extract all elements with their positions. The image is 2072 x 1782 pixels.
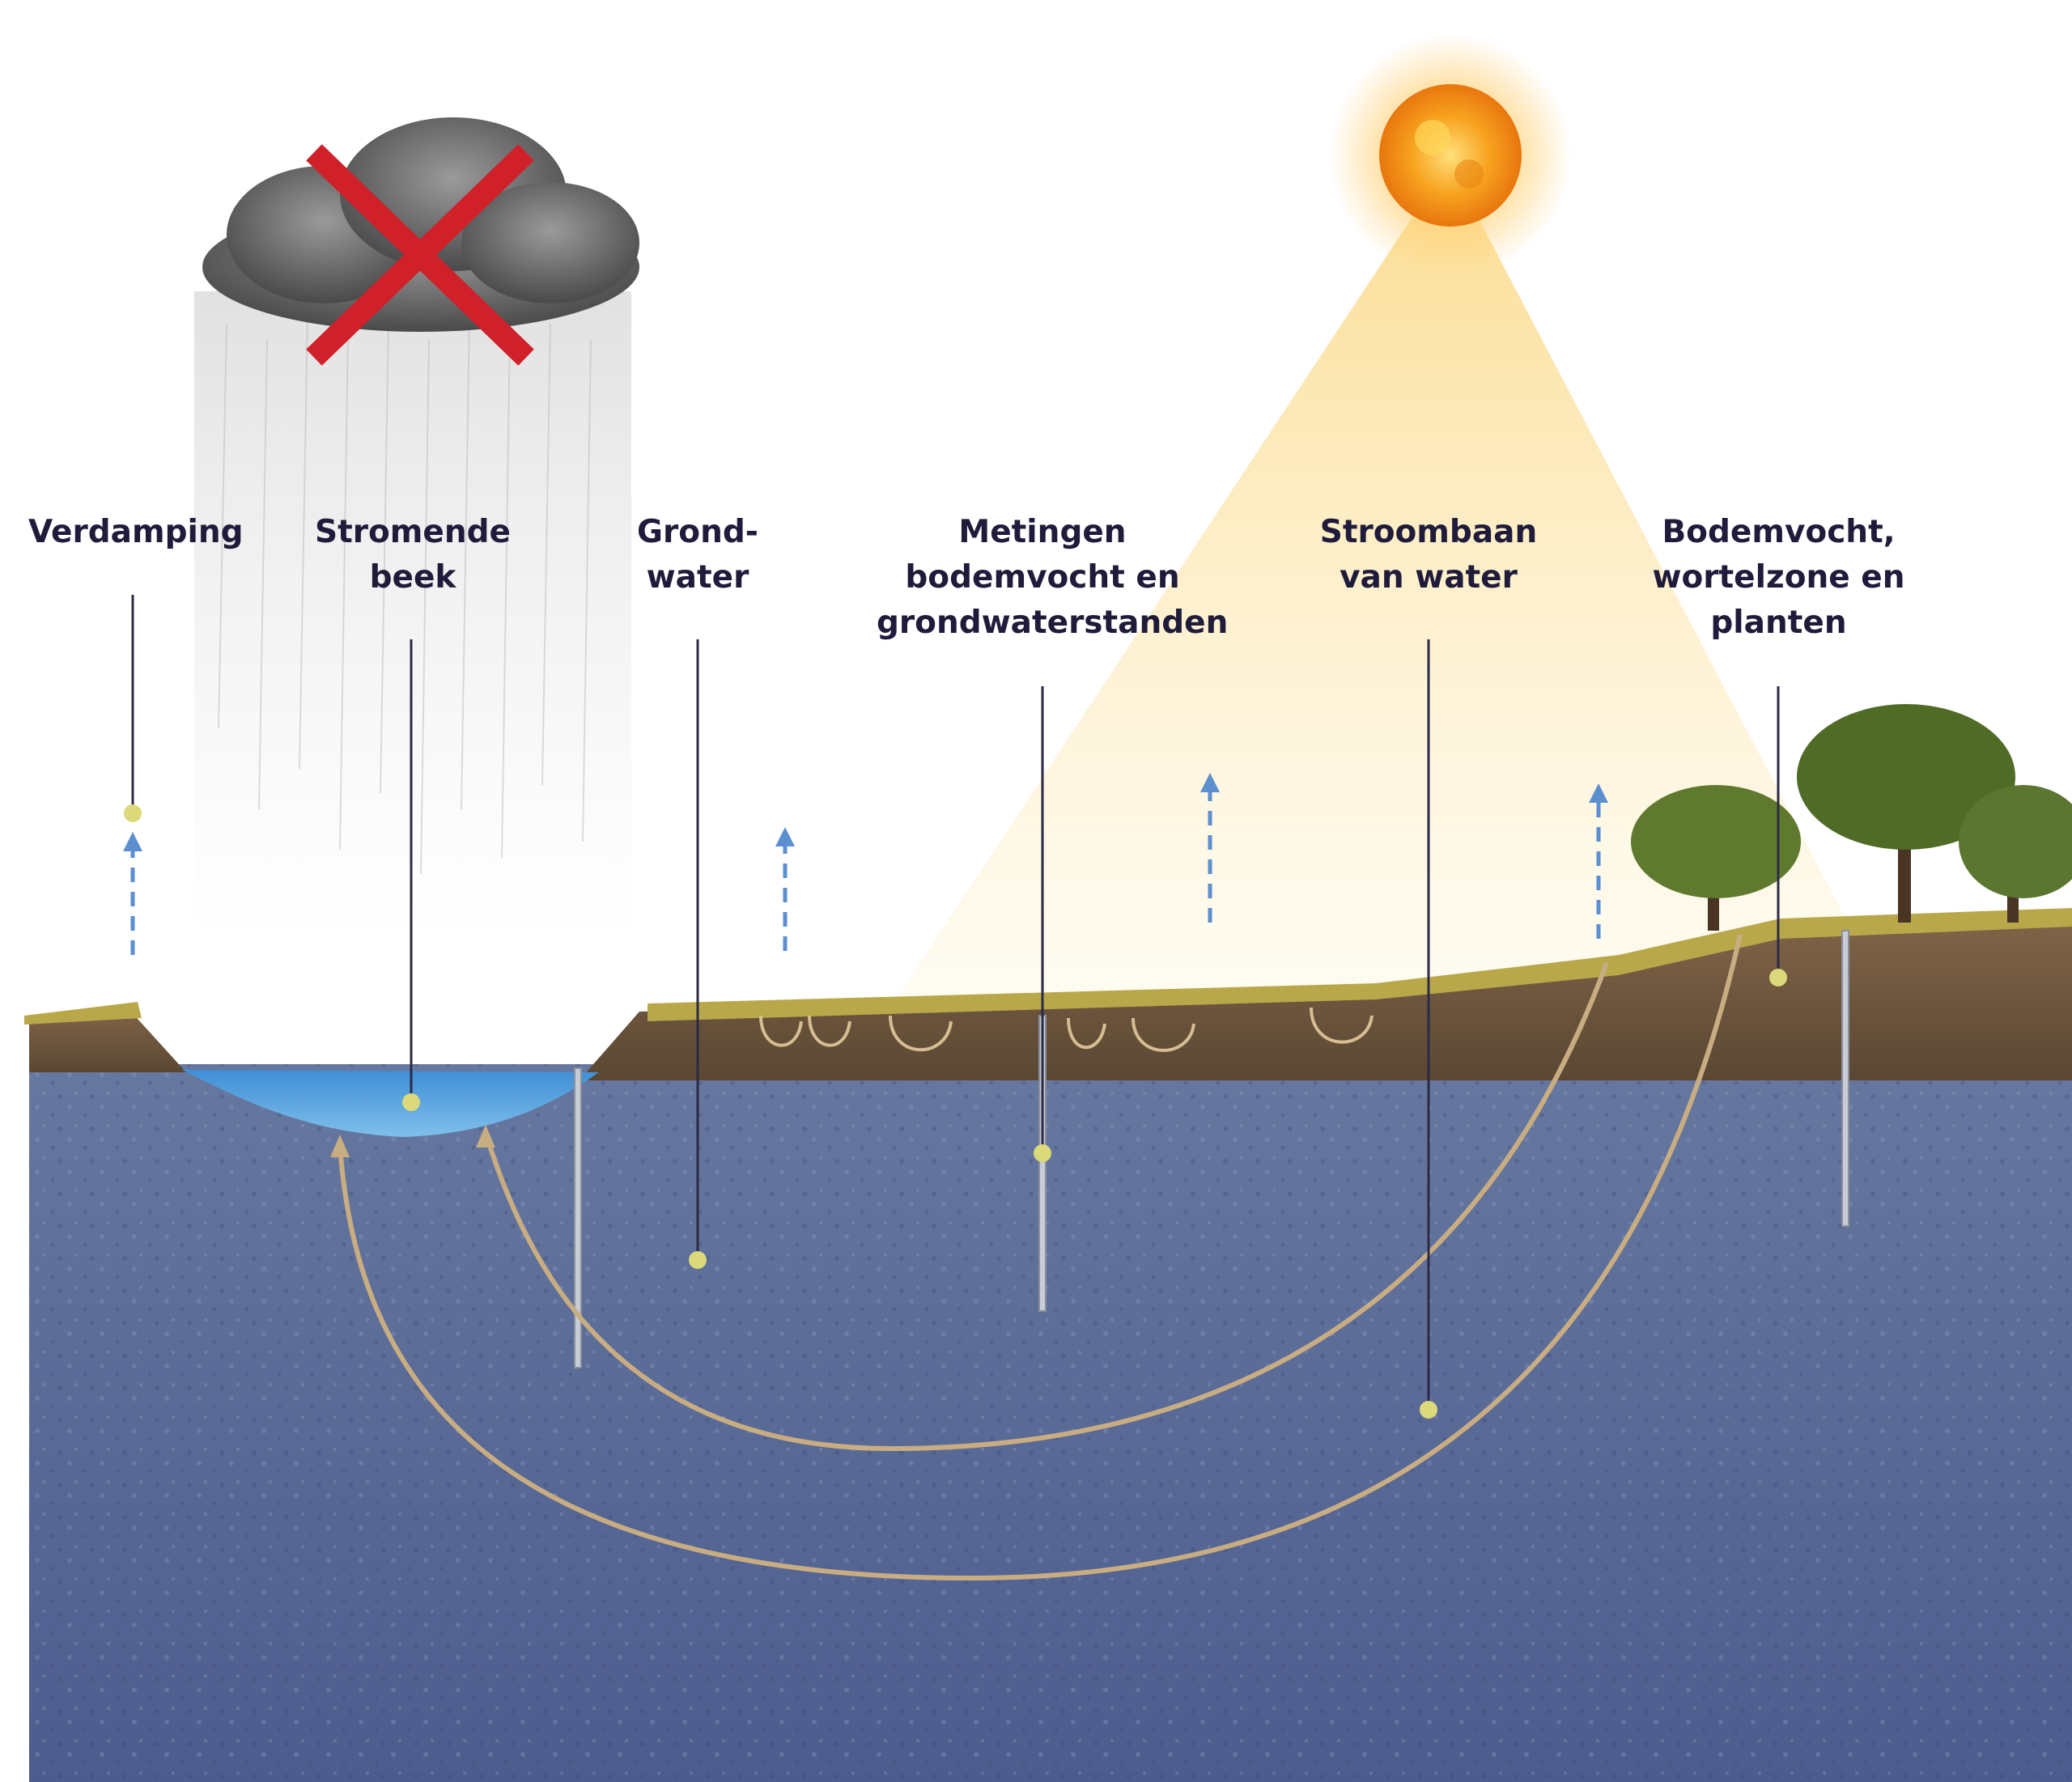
stream	[182, 1070, 599, 1137]
tree-icon	[1631, 704, 2072, 931]
sun-icon	[1329, 34, 1572, 277]
label-verdamping: Verdamping	[28, 514, 244, 550]
no-rain-cross-icon	[306, 144, 534, 366]
label-metingen: Metingen bodemvocht en grondwaterstanden	[877, 514, 1229, 641]
sun-beam	[898, 162, 1886, 995]
flow-arrows	[338, 934, 1743, 1581]
flow-arrowheads	[330, 1125, 495, 1157]
grass-icon	[24, 908, 2072, 1025]
rain-cloud-icon	[202, 117, 639, 332]
soil-flow-loops	[759, 1007, 1374, 1052]
label-grondwater: Grond- water	[637, 514, 758, 596]
leader-lines	[131, 595, 1780, 1410]
evaporation-arrows	[130, 789, 1601, 955]
label-stroombaan: Stroombaan van water	[1319, 514, 1538, 596]
evaporation-arrowheads	[123, 773, 1608, 851]
label-stromende-beek: Stromende beek	[315, 514, 511, 596]
label-bodemvocht: Bodemvocht, wortelzone en planten	[1652, 514, 1905, 641]
soil-left-bank	[29, 1010, 186, 1072]
marker-dots	[124, 804, 1787, 1419]
rain-streaks	[218, 315, 592, 875]
rain-area	[194, 291, 631, 939]
